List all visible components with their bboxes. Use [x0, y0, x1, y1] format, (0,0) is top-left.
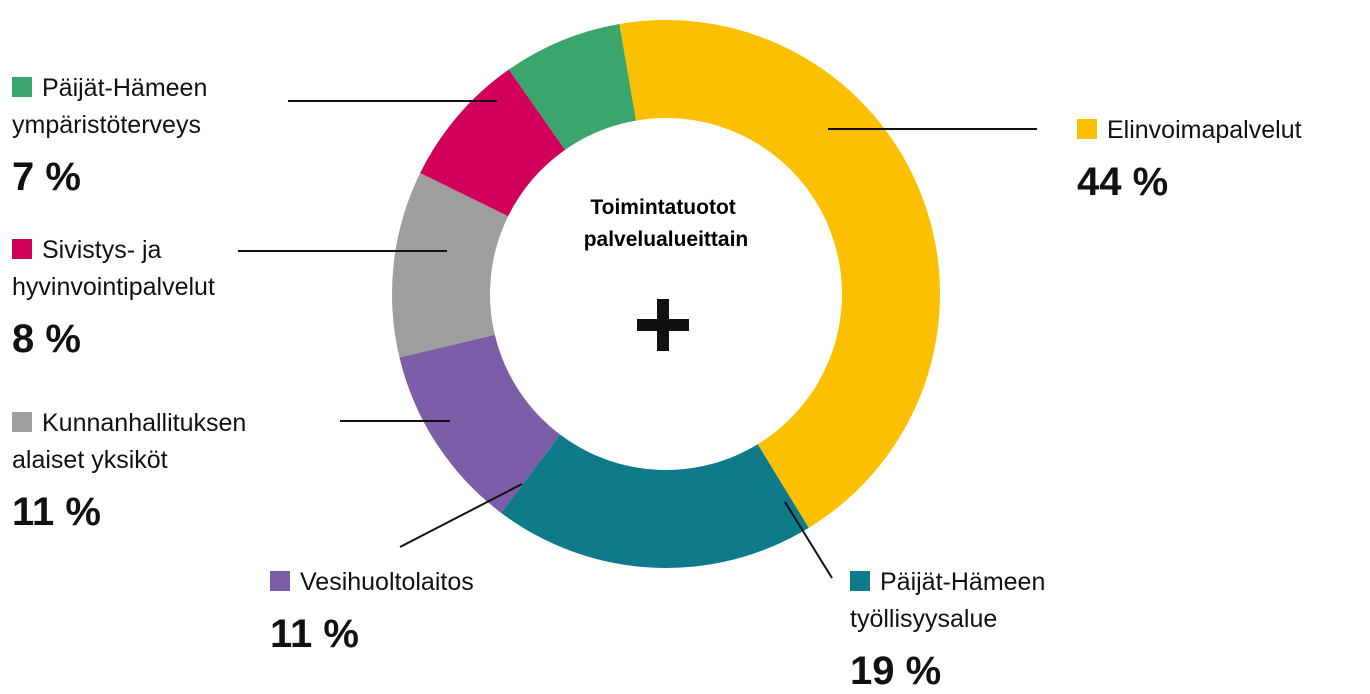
value-label: 19 %	[850, 649, 942, 693]
segment-label: Päijät-Hämeen ympäristöterveys 7 %	[12, 70, 277, 200]
chart-title: Toimintatuotot palvelualueittain	[584, 196, 749, 251]
label-name: Päijät-Hämeen työllisyysalue	[850, 564, 1120, 638]
legend-swatch	[270, 571, 290, 591]
leader-line	[784, 501, 833, 579]
value-label: 44 %	[1077, 160, 1169, 204]
donut-segment	[399, 334, 561, 513]
category-name: Sivistys- ja hyvinvointipalvelut	[12, 236, 215, 301]
leader-line	[399, 483, 523, 548]
label-name: Vesihuoltolaitos	[270, 564, 570, 601]
segment-label: Vesihuoltolaitos 11 %	[270, 564, 570, 657]
legend-swatch	[850, 571, 870, 591]
plus-icon	[657, 299, 669, 351]
label-name: Sivistys- ja hyvinvointipalvelut	[12, 232, 292, 306]
legend-swatch	[1077, 119, 1097, 139]
donut-segment	[508, 23, 637, 150]
legend-swatch	[12, 77, 32, 97]
category-name: Päijät-Hämeen työllisyysalue	[850, 568, 1046, 633]
value-label: 7 %	[12, 155, 81, 199]
category-name: Vesihuoltolaitos	[300, 568, 474, 596]
value-label: 8 %	[12, 317, 81, 361]
category-name: Elinvoimapalvelut	[1107, 116, 1302, 144]
segment-label: Elinvoimapalvelut 44 %	[1077, 112, 1367, 205]
legend-swatch	[12, 412, 32, 432]
label-name: Päijät-Hämeen ympäristöterveys	[12, 70, 277, 144]
label-name: Kunnanhallituksen alaiset yksiköt	[12, 405, 322, 479]
donut-segment	[619, 20, 941, 528]
donut-segment	[501, 434, 809, 568]
donut-segment	[392, 173, 509, 358]
segment-label: Sivistys- ja hyvinvointipalvelut 8 %	[12, 232, 292, 362]
category-name: Päijät-Hämeen ympäristöterveys	[12, 74, 208, 139]
label-name: Elinvoimapalvelut	[1077, 112, 1367, 149]
segment-label: Päijät-Hämeen työllisyysalue 19 %	[850, 564, 1120, 694]
category-name: Kunnanhallituksen alaiset yksiköt	[12, 409, 247, 474]
segment-label: Kunnanhallituksen alaiset yksiköt 11 %	[12, 405, 322, 535]
legend-swatch	[12, 239, 32, 259]
donut-segment	[420, 69, 566, 217]
value-label: 11 %	[270, 612, 359, 656]
value-label: 11 %	[12, 490, 101, 534]
